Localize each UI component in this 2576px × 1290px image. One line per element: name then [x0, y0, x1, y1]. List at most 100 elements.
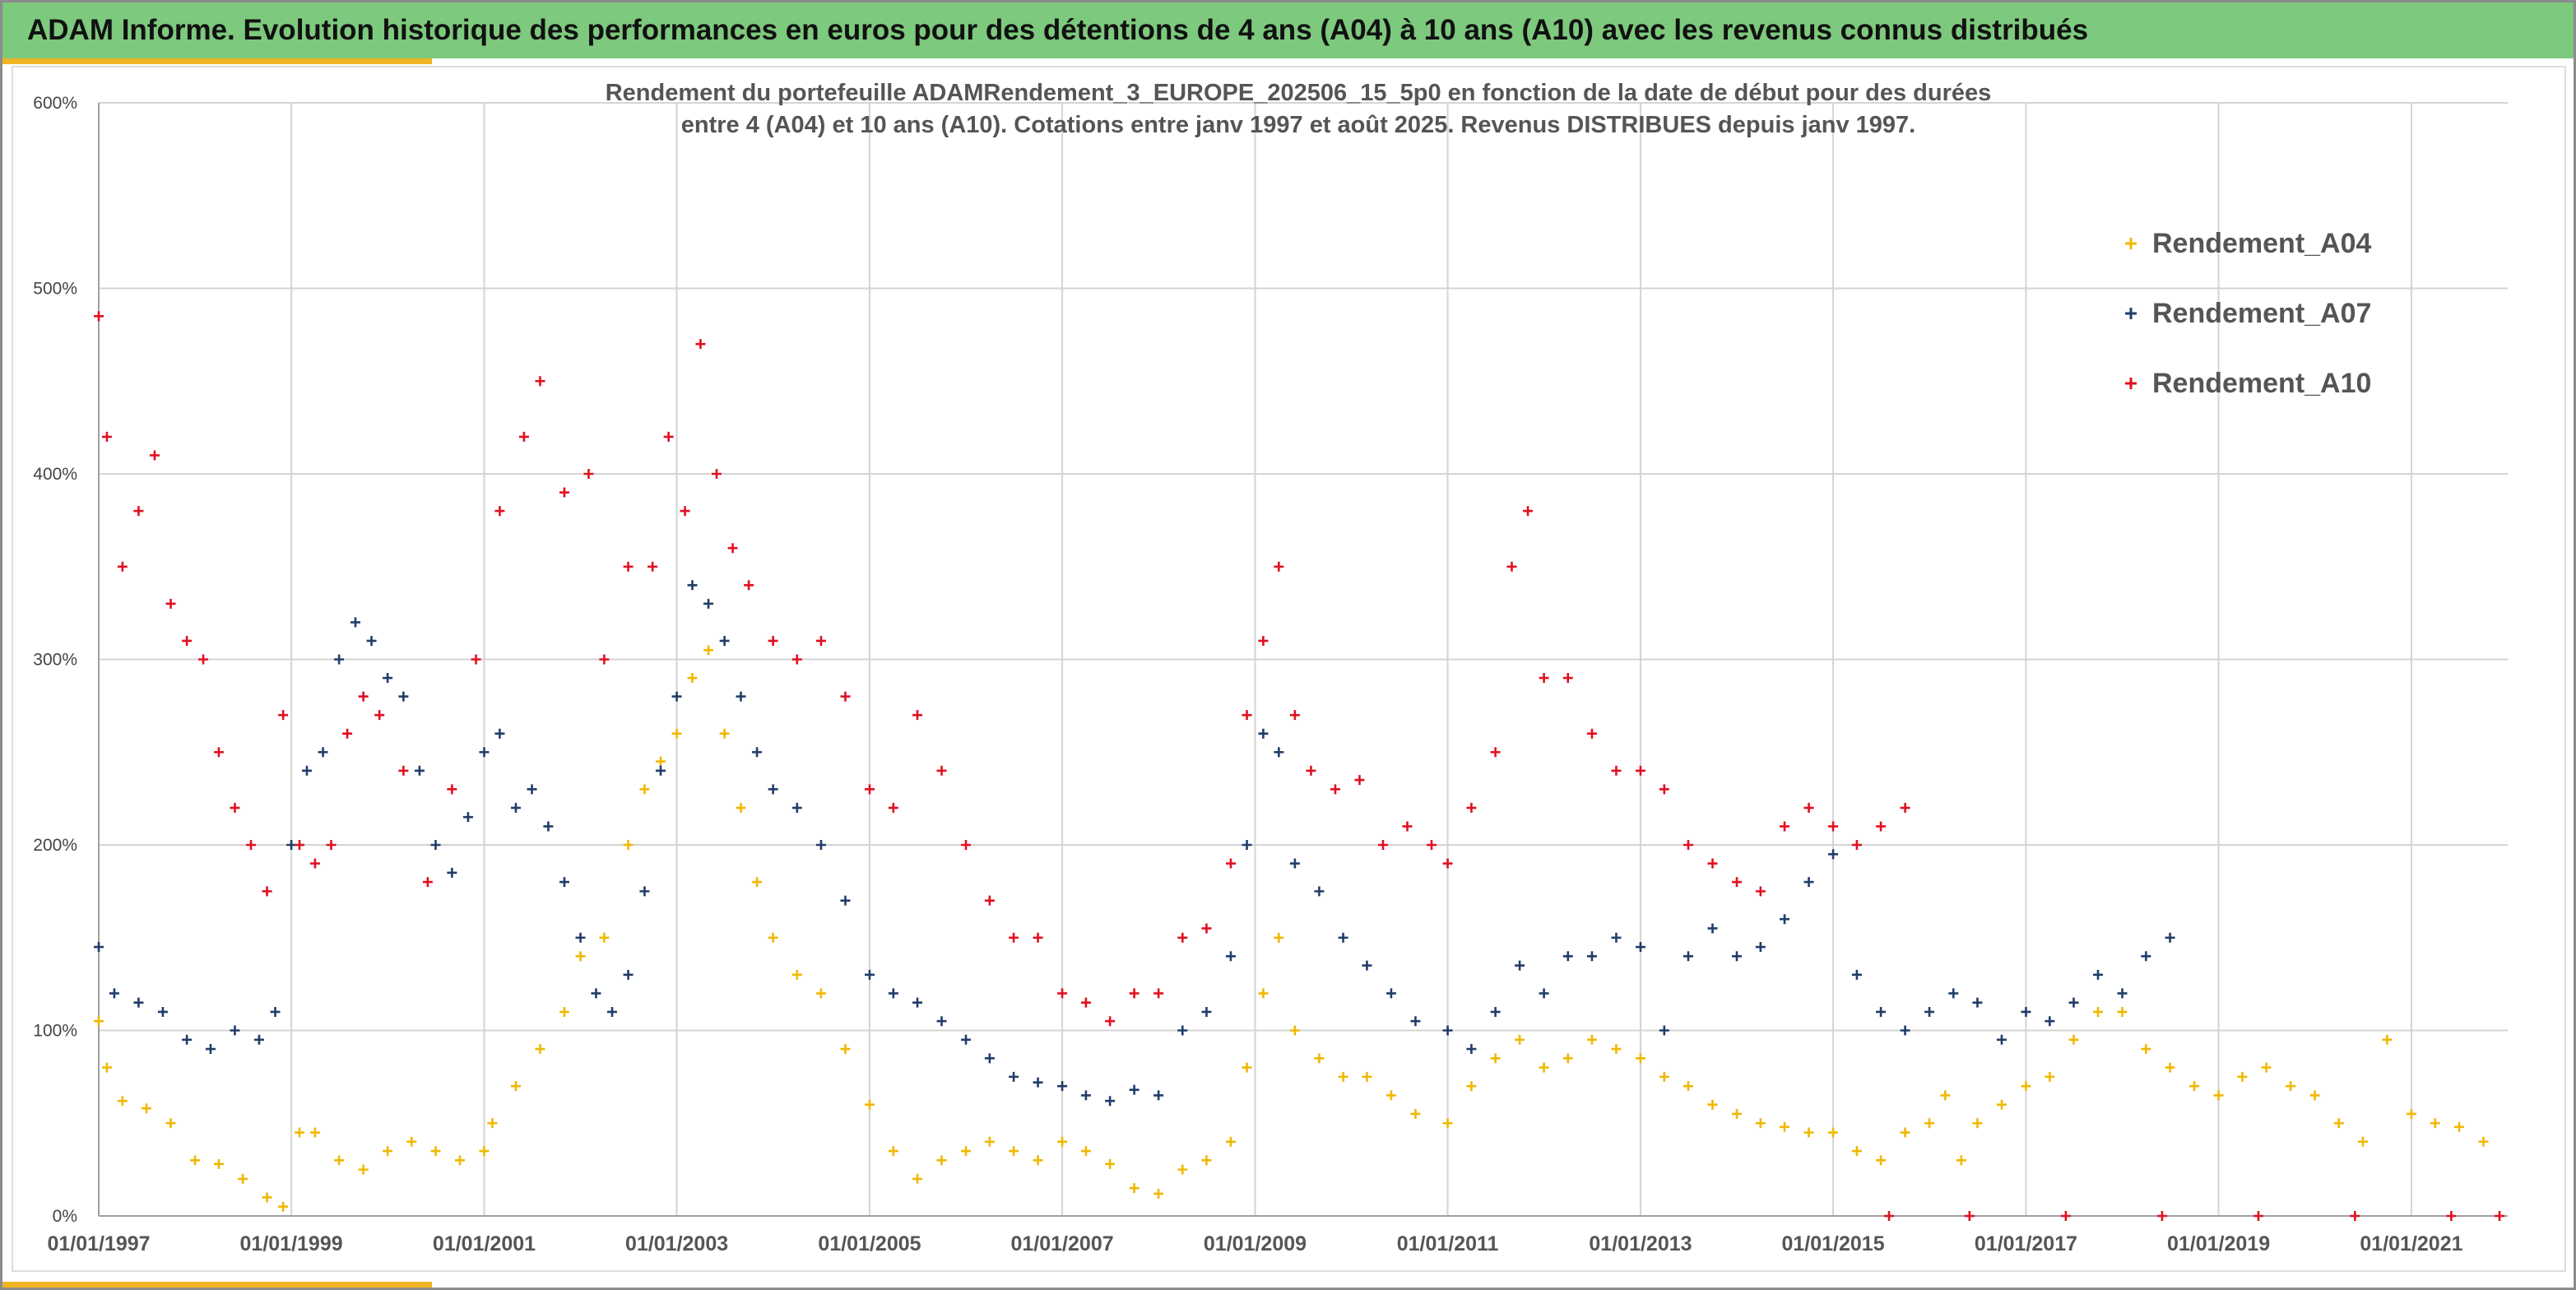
- data-point: [1177, 1025, 1188, 1036]
- data-point: [2045, 1016, 2055, 1027]
- data-point: [639, 886, 650, 897]
- x-tick-label: 01/01/2001: [433, 1232, 536, 1255]
- data-point: [1258, 988, 1269, 999]
- data-point: [309, 858, 320, 869]
- data-point: [1033, 1155, 1043, 1166]
- data-point: [2261, 1062, 2272, 1073]
- data-point: [1009, 1071, 1019, 1082]
- data-point: [149, 450, 160, 461]
- y-tick-label: 400%: [33, 465, 77, 484]
- legend-label: Rendement_A10: [2152, 368, 2371, 399]
- data-point: [262, 886, 272, 897]
- data-point: [2068, 1034, 2079, 1045]
- data-point: [1274, 747, 1284, 758]
- data-point: [246, 840, 257, 850]
- data-point: [2333, 1118, 2344, 1129]
- data-point: [768, 784, 778, 795]
- data-point: [1177, 932, 1188, 943]
- data-point: [2253, 1211, 2263, 1221]
- data-point: [2045, 1071, 2055, 1082]
- data-point: [656, 765, 666, 776]
- data-point: [1080, 997, 1091, 1008]
- data-point: [1562, 1053, 1573, 1064]
- data-point: [2446, 1211, 2457, 1221]
- data-point: [1755, 886, 1766, 897]
- data-point: [1611, 932, 1622, 943]
- x-tick-label: 01/01/2021: [2360, 1232, 2462, 1255]
- data-point: [1306, 765, 1316, 776]
- data-point: [695, 339, 706, 350]
- data-point: [1659, 1025, 1669, 1036]
- data-point: [1876, 821, 1887, 832]
- data-point: [2117, 988, 2128, 999]
- data-point: [1153, 1188, 1164, 1199]
- data-point: [334, 1155, 345, 1166]
- data-point: [791, 969, 802, 980]
- chart-area-border: [12, 66, 2566, 1272]
- data-point: [302, 765, 313, 776]
- data-point: [406, 1136, 417, 1147]
- data-point: [133, 997, 144, 1008]
- data-point: [936, 1155, 947, 1166]
- data-point: [1225, 951, 1236, 962]
- data-point: [559, 487, 569, 498]
- data-point: [1683, 951, 1694, 962]
- data-point: [1635, 765, 1645, 776]
- legend-label: Rendement_A04: [2152, 228, 2372, 259]
- data-point: [1523, 506, 1534, 517]
- data-point: [318, 747, 328, 758]
- data-point: [1080, 1090, 1091, 1101]
- data-point: [744, 580, 754, 591]
- legend-marker: [2125, 238, 2137, 249]
- data-point: [1586, 951, 1597, 962]
- data-point: [1940, 1090, 1951, 1101]
- data-point: [639, 784, 650, 795]
- data-point: [447, 784, 457, 795]
- data-point: [1539, 673, 1549, 684]
- data-point: [768, 635, 778, 646]
- data-point: [1338, 932, 1348, 943]
- y-tick-label: 500%: [33, 280, 77, 299]
- data-point: [1362, 1071, 1372, 1082]
- data-point: [309, 1127, 320, 1138]
- data-point: [1539, 988, 1549, 999]
- data-point: [1129, 1183, 1139, 1194]
- data-point: [912, 1173, 923, 1184]
- x-tick-label: 01/01/2005: [818, 1232, 921, 1255]
- data-point: [711, 469, 722, 479]
- legend-label: Rendement_A07: [2152, 298, 2371, 329]
- data-point: [1442, 1118, 1453, 1129]
- data-point: [591, 988, 601, 999]
- data-point: [599, 654, 610, 665]
- data-point: [1803, 1127, 1814, 1138]
- data-point: [94, 1016, 104, 1027]
- data-point: [1177, 1164, 1188, 1175]
- data-point: [1009, 932, 1019, 943]
- data-point: [1539, 1062, 1549, 1073]
- y-tick-label: 300%: [33, 651, 77, 670]
- data-point: [350, 617, 361, 628]
- data-point: [1964, 1211, 1975, 1221]
- data-point: [1851, 840, 1862, 850]
- data-point: [2060, 1211, 2071, 1221]
- data-point: [2237, 1071, 2248, 1082]
- data-point: [599, 932, 610, 943]
- accent-bar-top: [2, 58, 432, 64]
- data-point: [1828, 821, 1839, 832]
- data-point: [510, 802, 521, 813]
- data-point: [1225, 858, 1236, 869]
- data-point: [1780, 1121, 1790, 1132]
- data-point: [2068, 997, 2079, 1008]
- data-point: [1884, 1211, 1895, 1221]
- data-point: [182, 635, 193, 646]
- chart-title-line: Rendement du portefeuille ADAMRendement_…: [606, 80, 1992, 106]
- data-point: [2093, 969, 2104, 980]
- y-tick-label: 0%: [53, 1207, 77, 1226]
- data-point: [230, 802, 240, 813]
- data-point: [494, 506, 505, 517]
- data-point: [157, 1006, 168, 1017]
- data-point: [1274, 561, 1284, 572]
- data-point: [888, 802, 898, 813]
- data-point: [1900, 1025, 1910, 1036]
